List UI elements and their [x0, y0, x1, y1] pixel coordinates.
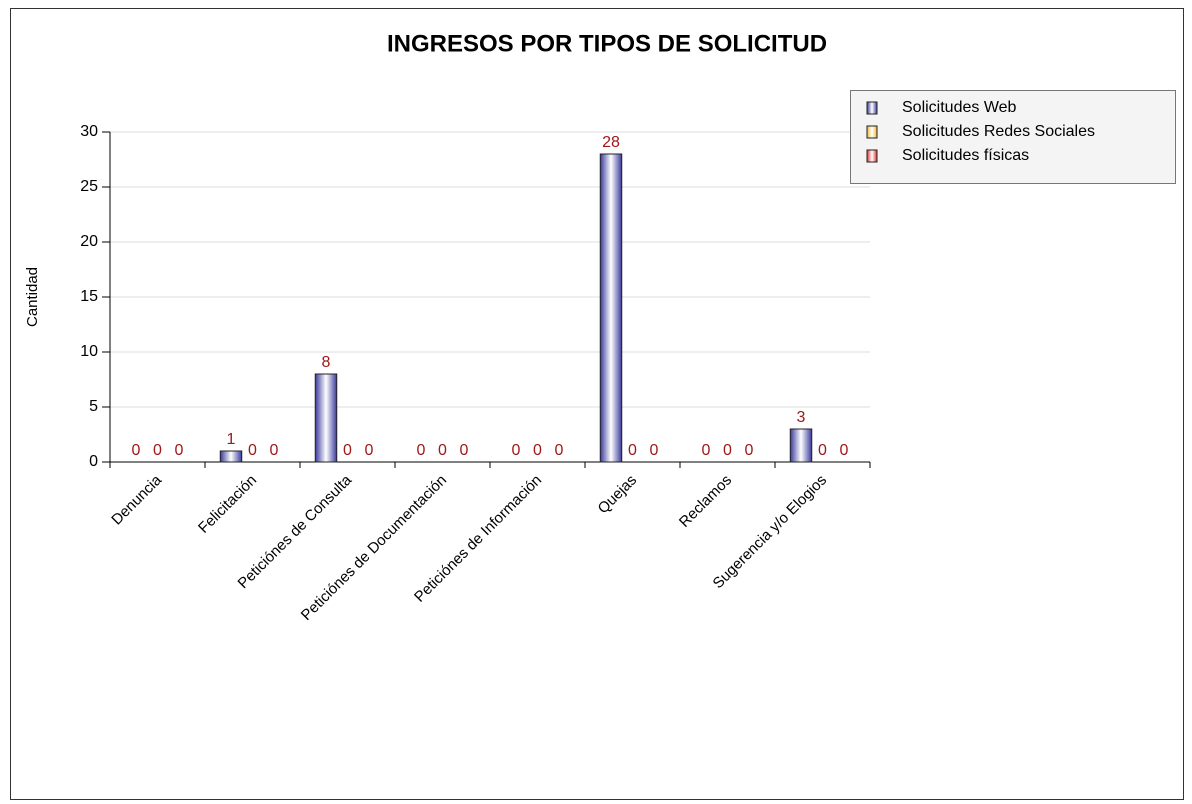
- legend-label: Solicitudes Web: [902, 99, 1017, 116]
- legend-label: Solicitudes Redes Sociales: [902, 123, 1095, 140]
- value-label: 0: [818, 442, 827, 459]
- y-axis-label: Cantidad: [24, 267, 41, 327]
- value-label: 0: [745, 442, 754, 459]
- legend-swatch: [866, 125, 878, 139]
- value-label: 0: [248, 442, 257, 459]
- value-label: 3: [797, 409, 806, 426]
- value-label: 1: [227, 431, 236, 448]
- y-tick-label: 5: [89, 398, 98, 415]
- value-label: 0: [628, 442, 637, 459]
- value-label: 0: [343, 442, 352, 459]
- value-label: 0: [533, 442, 542, 459]
- value-label: 0: [132, 442, 141, 459]
- value-label: 0: [175, 442, 184, 459]
- bar: [599, 153, 623, 463]
- y-tick-label: 25: [80, 178, 98, 195]
- value-label: 28: [602, 134, 620, 151]
- bar: [789, 428, 813, 463]
- value-label: 0: [270, 442, 279, 459]
- value-label: 0: [153, 442, 162, 459]
- value-label: 0: [723, 442, 732, 459]
- value-label: 0: [460, 442, 469, 459]
- y-tick-label: 0: [89, 453, 98, 470]
- legend-swatch: [866, 149, 878, 163]
- value-label: 0: [840, 442, 849, 459]
- value-label: 0: [650, 442, 659, 459]
- bar: [219, 450, 243, 463]
- y-tick-label: 15: [80, 288, 98, 305]
- legend-swatch: [866, 101, 878, 115]
- legend-box: [850, 90, 1176, 184]
- value-label: 0: [365, 442, 374, 459]
- y-tick-label: 30: [80, 123, 98, 140]
- value-label: 0: [702, 442, 711, 459]
- y-tick-label: 10: [80, 343, 98, 360]
- value-label: 0: [417, 442, 426, 459]
- bar: [314, 373, 338, 463]
- value-label: 0: [555, 442, 564, 459]
- value-label: 0: [512, 442, 521, 459]
- legend-label: Solicitudes físicas: [902, 147, 1029, 164]
- value-label: 8: [322, 354, 331, 371]
- value-label: 0: [438, 442, 447, 459]
- chart-title: INGRESOS POR TIPOS DE SOLICITUD: [387, 30, 827, 57]
- y-tick-label: 20: [80, 233, 98, 250]
